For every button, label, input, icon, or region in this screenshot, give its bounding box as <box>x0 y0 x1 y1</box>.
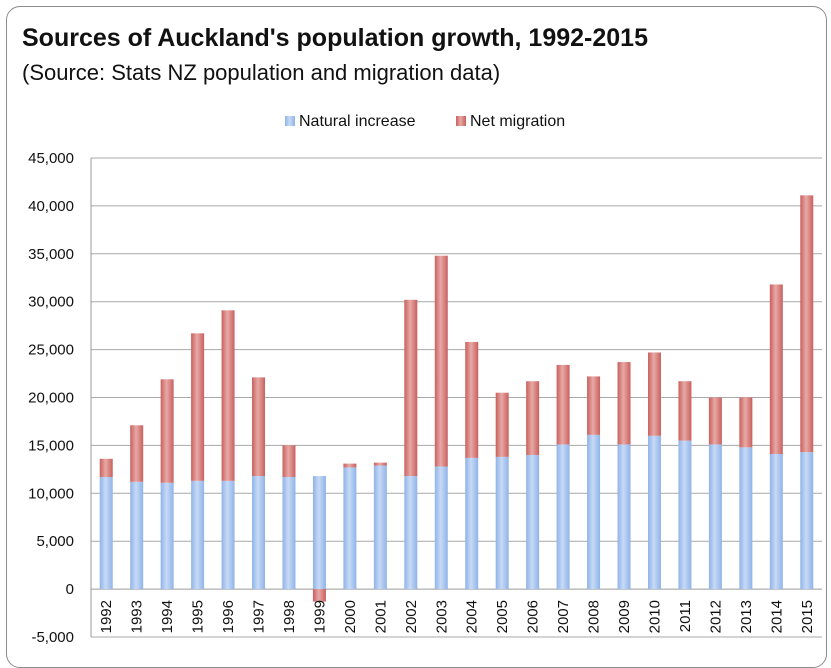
bar-natural-increase <box>739 447 753 590</box>
y-tick-label: 10,000 <box>28 485 74 502</box>
y-tick-label: 35,000 <box>28 246 74 263</box>
y-tick-label: 5,000 <box>36 533 74 550</box>
bar-natural-increase <box>587 434 601 590</box>
x-axis-ticks: 1992 1993 1994 1995 1996 1997 1998 1999 2000 2001… <box>98 600 816 633</box>
bar-net-migration <box>587 376 601 435</box>
x-tick-label: 1993 <box>129 600 146 633</box>
bar-natural-increase <box>282 477 296 590</box>
bar-net-migration <box>617 362 631 445</box>
y-axis-ticks: -5,000 0 5,000 10,000 15,000 20,000 25,000 30,0… <box>28 150 74 646</box>
gridlines <box>90 157 822 638</box>
legend-swatch <box>285 116 295 126</box>
x-tick-label: 1997 <box>251 600 268 633</box>
bar-net-migration <box>769 284 783 455</box>
bar-natural-increase <box>191 480 205 590</box>
y-tick-label: 20,000 <box>28 390 74 407</box>
bar-net-migration <box>99 458 113 478</box>
bar-natural-increase <box>526 454 540 590</box>
bar-natural-increase <box>556 444 570 590</box>
x-tick-label: 1998 <box>281 600 298 633</box>
bar-natural-increase <box>678 440 692 590</box>
x-tick-label: 2004 <box>464 600 481 633</box>
x-tick-label: 2012 <box>707 600 724 633</box>
bar-net-migration <box>465 341 479 458</box>
bar-natural-increase <box>252 476 266 590</box>
y-tick-label: -5,000 <box>31 629 74 646</box>
x-tick-label: 2008 <box>586 600 603 633</box>
x-tick-label: 2014 <box>768 600 785 633</box>
x-tick-label: 2009 <box>616 600 633 633</box>
bar-natural-increase <box>343 467 357 590</box>
bar-natural-increase <box>800 452 814 590</box>
x-tick-label: 2003 <box>433 600 450 633</box>
bar-natural-increase <box>130 481 144 590</box>
bar-net-migration <box>191 333 205 481</box>
x-tick-label: 2006 <box>525 600 542 633</box>
bar-natural-increase <box>434 466 448 590</box>
x-tick-label: 1995 <box>190 600 207 633</box>
bar-net-migration <box>647 352 661 436</box>
legend-label: Net migration <box>470 113 565 130</box>
bar-natural-increase <box>404 476 418 590</box>
bar-net-migration <box>495 392 509 457</box>
y-tick-label: 0 <box>66 581 74 598</box>
x-tick-label: 2010 <box>646 600 663 633</box>
x-tick-label: 1994 <box>159 600 176 633</box>
bar-net-migration <box>526 381 540 455</box>
bar-net-migration <box>404 299 418 477</box>
x-tick-label: 2007 <box>555 600 572 633</box>
bar-natural-increase <box>221 480 235 590</box>
bar-natural-increase <box>708 444 722 590</box>
bar-net-migration <box>708 397 722 445</box>
bar-natural-increase <box>160 482 174 590</box>
bar-net-migration <box>434 255 448 467</box>
bar-natural-increase <box>617 444 631 590</box>
y-tick-label: 40,000 <box>28 198 74 215</box>
x-tick-label: 2011 <box>677 600 694 632</box>
chart-subtitle: (Source: Stats NZ population and migrati… <box>22 60 501 85</box>
x-tick-label: 2015 <box>799 600 816 633</box>
y-tick-label: 25,000 <box>28 342 74 359</box>
bar-net-migration <box>678 381 692 441</box>
legend-swatch <box>456 116 466 126</box>
legend-label: Natural increase <box>299 113 416 130</box>
bar-net-migration <box>130 425 144 482</box>
bar-natural-increase <box>312 476 326 590</box>
bar-net-migration <box>221 310 235 481</box>
x-tick-label: 1996 <box>220 600 237 633</box>
bar-net-migration <box>282 445 296 478</box>
legend: Natural increase Net migration <box>285 113 565 130</box>
x-tick-label: 2001 <box>372 600 389 633</box>
chart-area: Natural increase Net migration -5,000 0 5,0… <box>28 113 822 646</box>
bar-net-migration <box>556 364 570 445</box>
bar-natural-increase <box>647 435 661 590</box>
y-tick-label: 30,000 <box>28 294 74 311</box>
x-tick-label: 2005 <box>494 600 511 633</box>
x-tick-label: 2013 <box>738 600 755 633</box>
bar-natural-increase <box>373 465 387 590</box>
bar-net-migration <box>739 397 753 448</box>
x-tick-label: 1992 <box>98 600 115 633</box>
bar-natural-increase <box>99 477 113 590</box>
x-tick-label: 2000 <box>342 600 359 633</box>
bar-net-migration <box>373 462 387 466</box>
y-tick-label: 15,000 <box>28 437 74 454</box>
x-tick-label: 2002 <box>403 600 420 633</box>
bar-net-migration <box>160 379 174 483</box>
y-tick-label: 45,000 <box>28 150 74 167</box>
bar-net-migration <box>343 463 357 468</box>
bar-natural-increase <box>769 454 783 590</box>
bar-net-migration <box>800 195 814 453</box>
bars <box>99 195 814 602</box>
bar-natural-increase <box>495 456 509 590</box>
chart-title: Sources of Auckland's population growth,… <box>22 24 648 52</box>
bar-net-migration <box>312 589 326 602</box>
bar-natural-increase <box>465 457 479 590</box>
bar-net-migration <box>252 377 266 477</box>
x-tick-label: 1999 <box>311 600 328 633</box>
